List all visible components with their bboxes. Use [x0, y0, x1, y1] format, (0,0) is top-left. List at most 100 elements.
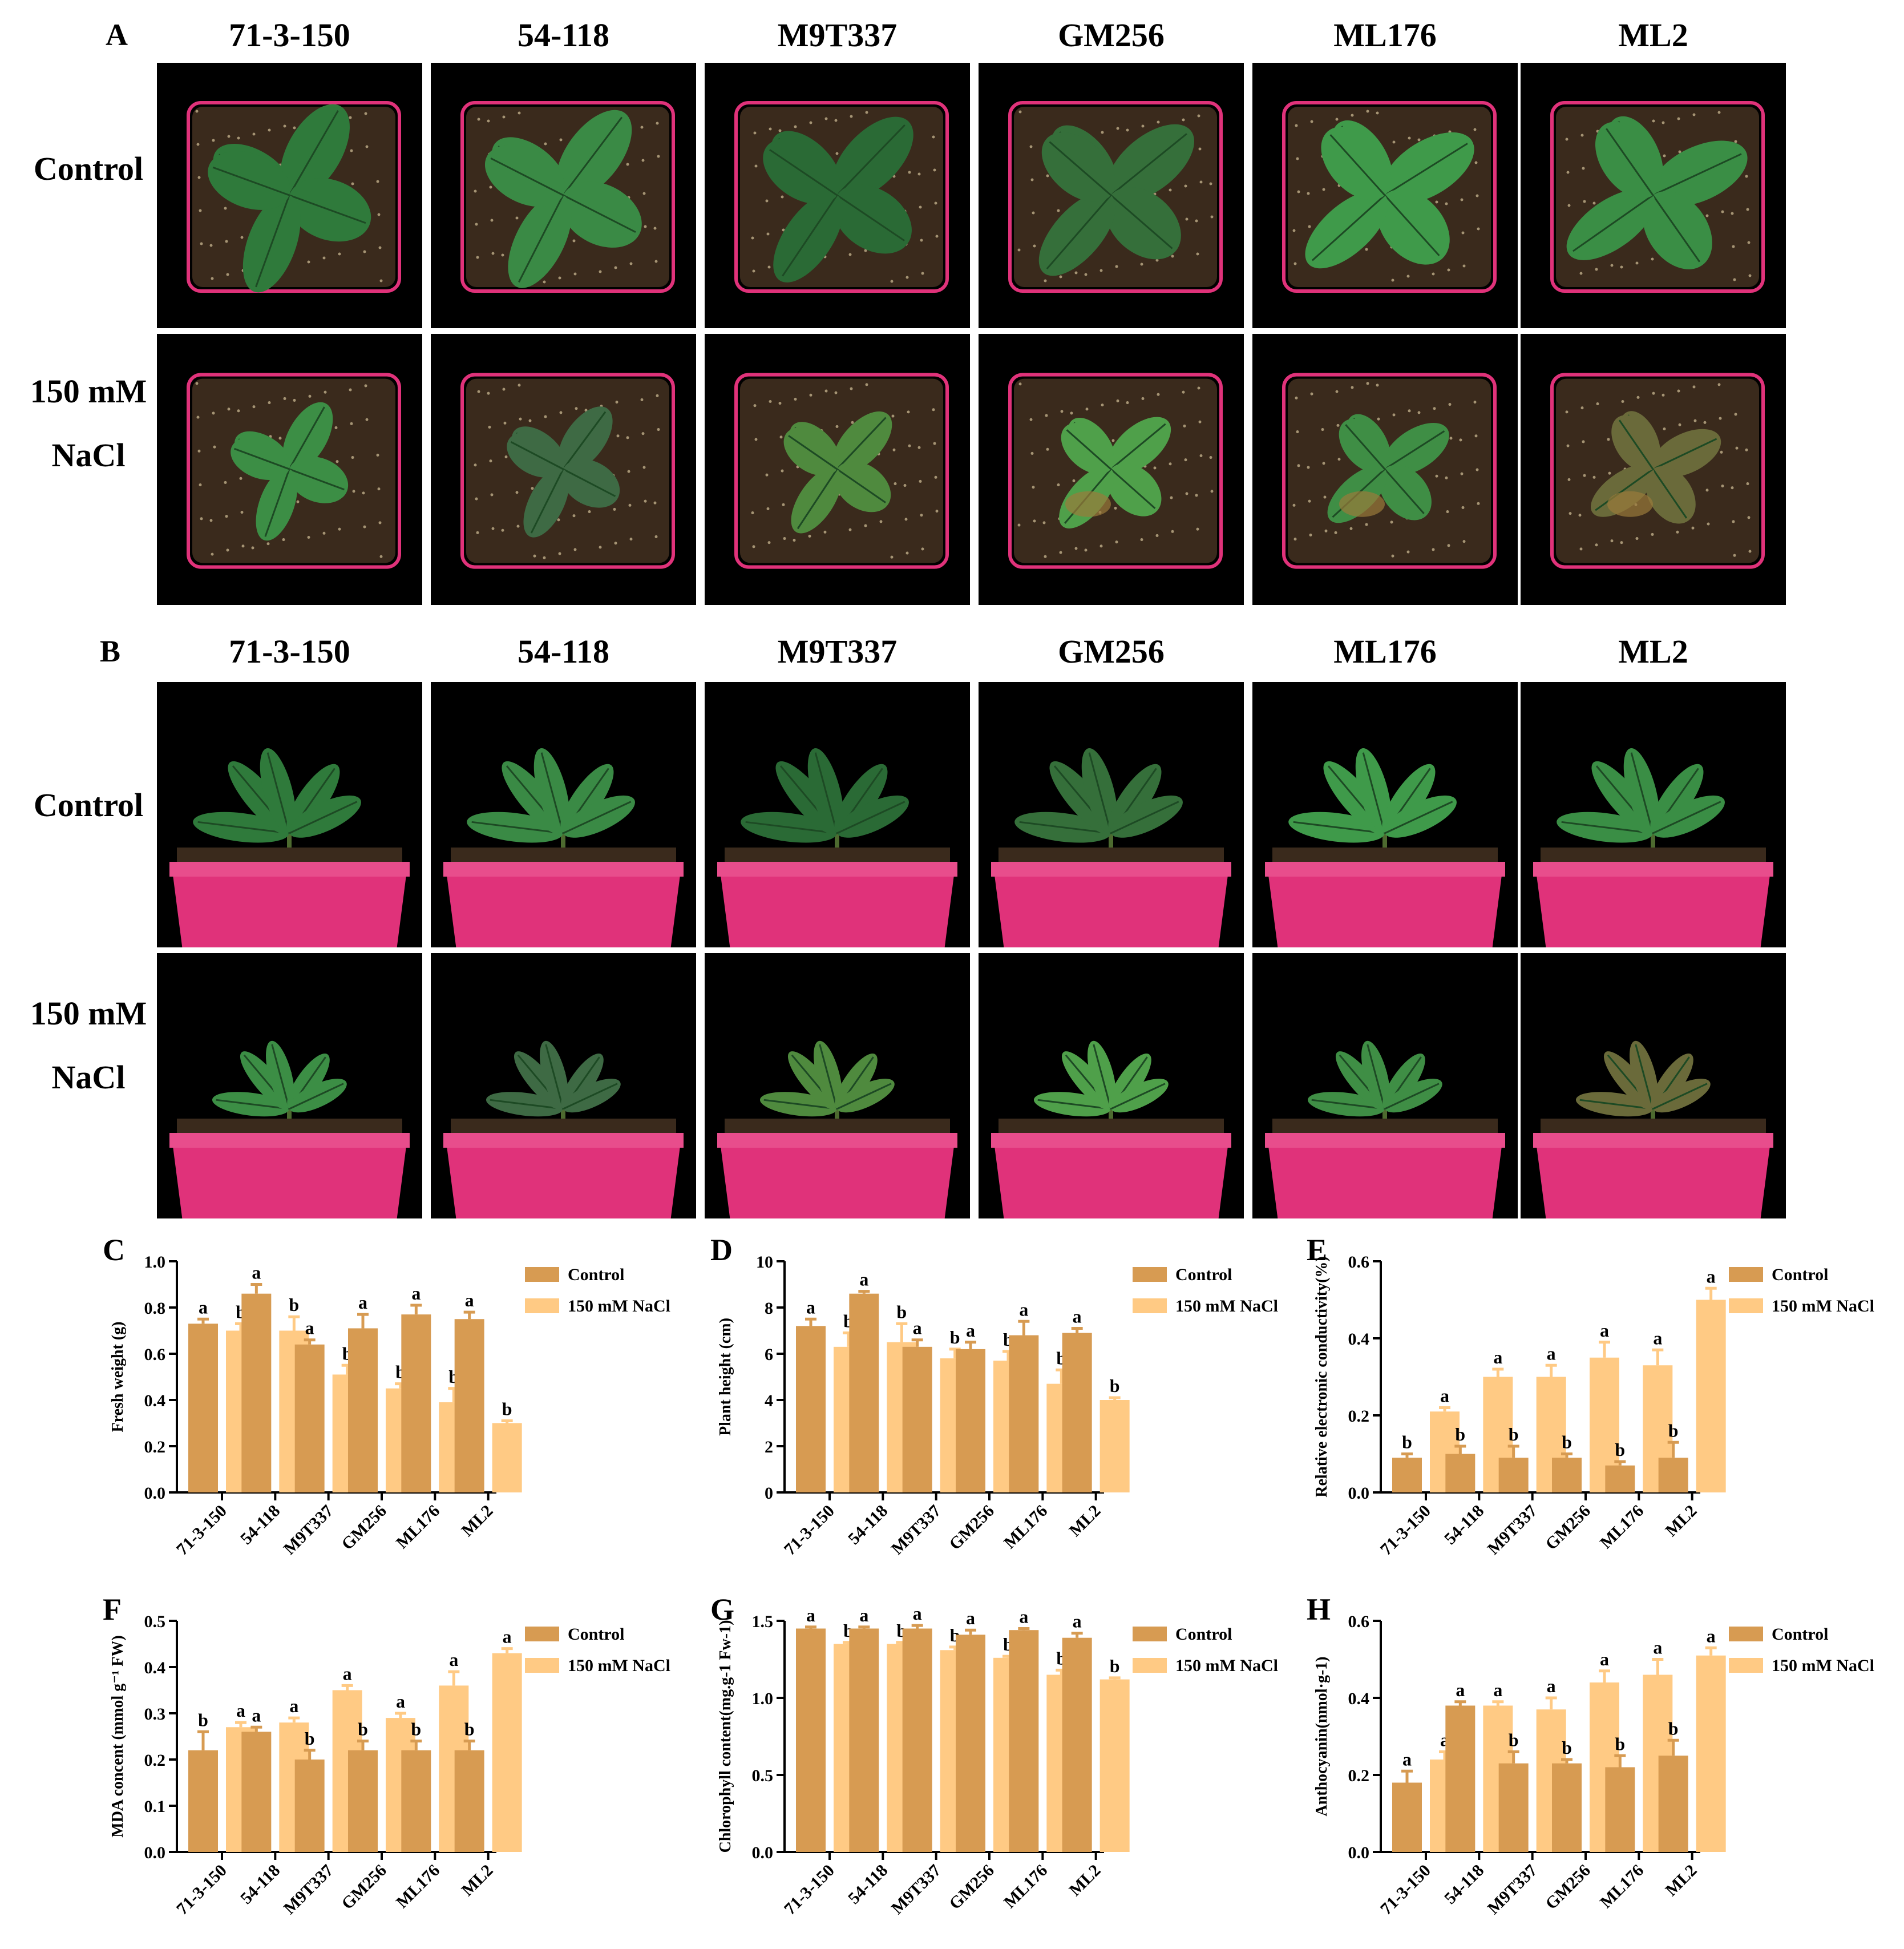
- significance-letter: b: [198, 1709, 208, 1730]
- soil-speck: [502, 115, 506, 119]
- soil-speck: [653, 501, 657, 505]
- soil-speck: [1018, 382, 1022, 386]
- row-label-line2: NaCl: [51, 1059, 126, 1096]
- significance-letter: b: [1402, 1432, 1412, 1452]
- soil-speck: [1579, 547, 1583, 551]
- bar: [1658, 1458, 1688, 1492]
- soil-speck: [1184, 184, 1187, 188]
- soil-speck: [656, 394, 659, 397]
- soil-speck: [1651, 257, 1654, 261]
- panel-letter: C: [103, 1233, 125, 1267]
- soil-speck: [616, 434, 620, 438]
- legend-label: 150 mM NaCl: [568, 1656, 670, 1675]
- soil-speck: [572, 239, 576, 243]
- soil-speck: [1406, 275, 1410, 278]
- soil-speck: [241, 544, 245, 548]
- soil-speck: [794, 397, 797, 401]
- soil-speck: [350, 149, 353, 152]
- soil-speck: [197, 176, 201, 179]
- soil-speck: [1045, 414, 1048, 417]
- significance-letter: b: [1615, 1439, 1625, 1460]
- x-tick-label: ML176: [393, 1502, 443, 1552]
- plant-illustration: [979, 953, 1244, 1218]
- plant: [484, 110, 642, 288]
- soil-speck: [1462, 540, 1466, 543]
- soil-speck: [766, 507, 770, 511]
- legend-label: Control: [568, 1265, 624, 1284]
- pot-rim: [991, 862, 1231, 877]
- pot-rim: [460, 373, 675, 569]
- significance-letter: a: [396, 1691, 405, 1712]
- x-tick-label: 54-118: [1441, 1861, 1487, 1908]
- x-tick-label: GM256: [1542, 1502, 1594, 1554]
- soil-speck: [1446, 510, 1449, 514]
- soil-speck: [573, 548, 577, 551]
- y-tick-label: 2: [765, 1438, 773, 1456]
- soil-speck: [352, 490, 355, 493]
- significance-letter: a: [1707, 1266, 1716, 1286]
- soil-speck: [1447, 268, 1450, 272]
- leaf-vein: [1384, 143, 1468, 196]
- plant: [1288, 748, 1457, 856]
- soil-speck: [908, 171, 911, 174]
- pot-body: [445, 1133, 682, 1218]
- plant-illustration: [979, 63, 1244, 328]
- leaf-vein: [234, 447, 290, 470]
- legend-label: Control: [1772, 1625, 1828, 1644]
- leaf-vein: [562, 116, 623, 196]
- pot-body: [1267, 1133, 1503, 1218]
- plant: [1059, 417, 1171, 528]
- soil-speck: [1046, 447, 1049, 451]
- soil-speck: [278, 437, 282, 440]
- soil-speck: [1366, 110, 1369, 113]
- soil-speck: [338, 252, 341, 256]
- leaf-vein: [216, 1099, 290, 1110]
- x-tick-label: ML176: [393, 1861, 443, 1912]
- leaf-vein: [563, 801, 632, 834]
- significance-letter: a: [252, 1705, 261, 1725]
- soil-speck: [1747, 241, 1751, 244]
- soil-speck: [519, 417, 522, 421]
- y-tick-label: 0.3: [144, 1705, 166, 1724]
- soil-speck: [224, 481, 227, 485]
- soil-speck: [334, 426, 338, 430]
- soil-speck: [753, 131, 757, 135]
- leaf-vein: [1630, 752, 1654, 834]
- soil-speck: [1292, 229, 1296, 232]
- soil-speck: [1432, 548, 1435, 551]
- leaf-vein: [1037, 1099, 1111, 1110]
- pot-body: [993, 1133, 1230, 1218]
- soil-speck: [252, 132, 256, 136]
- plant-illustration: [431, 63, 696, 328]
- soil-speck: [1198, 420, 1202, 423]
- soil-speck: [377, 487, 381, 491]
- soil-speck: [1126, 128, 1129, 132]
- plant: [208, 104, 371, 293]
- legend-label: Control: [1175, 1265, 1232, 1284]
- y-tick-label: 1.5: [752, 1612, 774, 1631]
- y-tick-label: 0.2: [1348, 1766, 1370, 1785]
- soil-speck: [614, 542, 617, 545]
- soil-speck: [752, 269, 755, 273]
- soil-speck: [489, 459, 492, 463]
- soil-speck: [376, 180, 379, 183]
- soil-speck: [935, 235, 939, 238]
- leaf-vein: [288, 110, 339, 196]
- soil-speck: [864, 249, 867, 252]
- soil-speck: [377, 213, 381, 216]
- legend-swatch: [525, 1267, 559, 1282]
- y-axis-label: Anthocyanin(nmol·g-1): [1313, 1656, 1331, 1816]
- soil-speck: [904, 518, 908, 521]
- soil-speck: [808, 534, 811, 538]
- significance-letter: b: [289, 1294, 299, 1315]
- wilted-leaf: [1339, 491, 1385, 517]
- x-tick-label: ML2: [458, 1502, 497, 1540]
- plant: [759, 1040, 895, 1127]
- soil-speck: [1445, 202, 1448, 205]
- column-label: GM256: [1058, 633, 1165, 670]
- soil-speck: [1705, 489, 1709, 492]
- soil-speck: [1610, 264, 1614, 267]
- soil-speck: [1567, 204, 1571, 207]
- soil-speck: [903, 484, 907, 487]
- legend-label: 150 mM NaCl: [568, 1297, 670, 1316]
